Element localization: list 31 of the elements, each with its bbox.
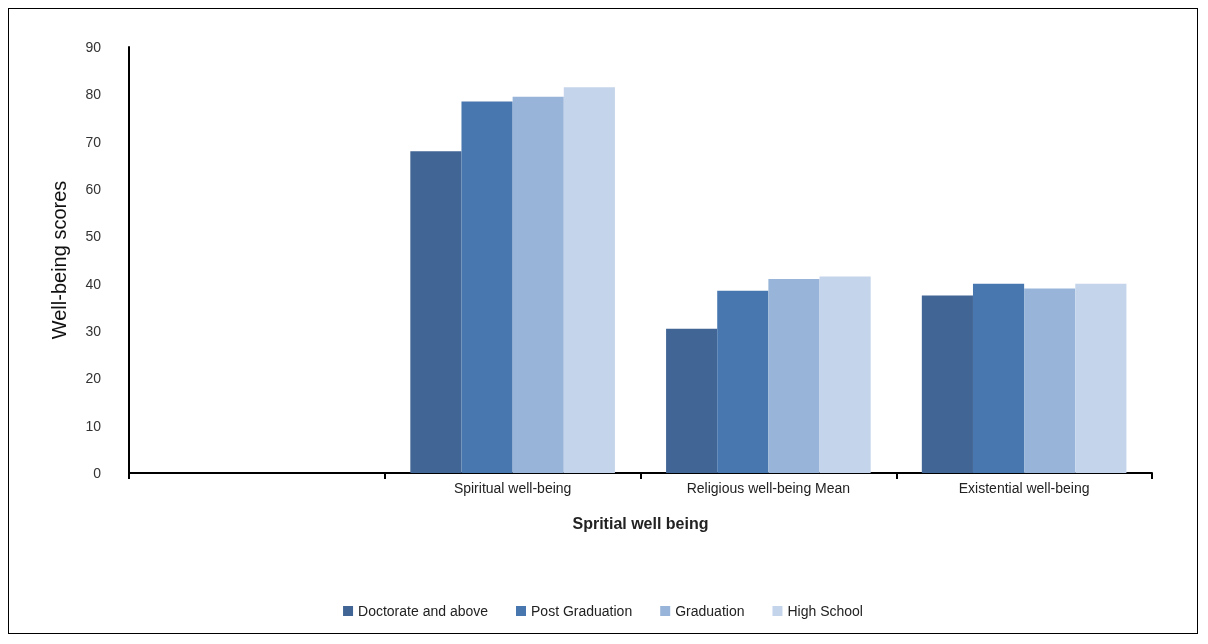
y-tick-label: 90 — [85, 39, 102, 55]
y-tick-label: 40 — [85, 275, 102, 292]
bar — [819, 276, 871, 473]
y-tick-label: 20 — [85, 370, 102, 387]
bar — [921, 295, 973, 473]
bar — [1075, 283, 1127, 473]
y-tick-label: 10 — [85, 417, 102, 434]
legend-label: High School — [787, 603, 863, 619]
x-tick-label: Religious well-being Mean — [686, 480, 851, 496]
bar — [666, 328, 718, 473]
bar — [972, 283, 1025, 473]
bar — [410, 151, 462, 473]
bar — [461, 101, 513, 473]
bar — [512, 96, 564, 473]
y-tick-label: 50 — [85, 228, 102, 245]
x-axis-title: Spritial well being — [572, 514, 709, 532]
bar — [768, 278, 820, 473]
x-tick-label: Existential well-being — [958, 480, 1090, 496]
y-tick-label: 0 — [93, 465, 102, 481]
y-tick-label: 60 — [85, 181, 102, 197]
y-tick-label: 80 — [85, 86, 102, 103]
bar — [717, 290, 769, 473]
y-tick-label: 30 — [85, 323, 102, 339]
bar — [563, 87, 615, 473]
legend-label: Doctorate and above — [358, 603, 489, 619]
legend-label: Graduation — [675, 603, 745, 619]
y-axis-title: Well-being scores — [48, 180, 70, 340]
legend-label: Post Graduation — [531, 603, 633, 619]
x-tick-label: Spiritual well-being — [453, 480, 572, 496]
bar — [1024, 288, 1076, 473]
y-tick-label: 70 — [85, 133, 102, 150]
